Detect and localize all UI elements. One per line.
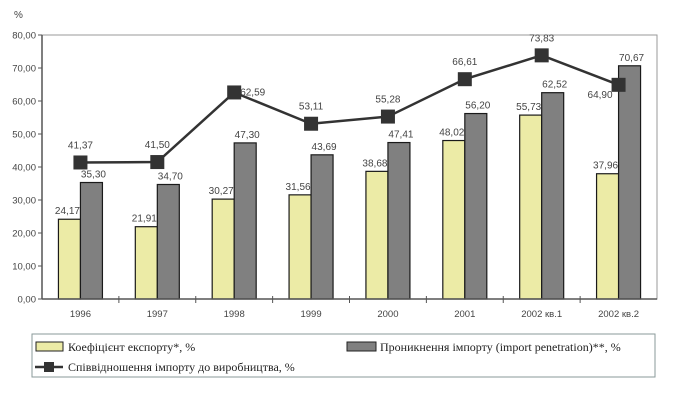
data-label-import-penetration: 47,30 [235, 130, 260, 141]
data-label-import-production-ratio: 41,50 [145, 140, 170, 151]
y-axis: 0,00 10,00 20,00 30,00 40,00 50,00 60,00 70,00 8… [12, 31, 42, 306]
bar-import-penetration [310, 154, 334, 300]
line-marker [304, 116, 319, 131]
bar-export [211, 198, 235, 300]
data-label-import-penetration: 70,67 [619, 53, 644, 64]
legend-swatch-import-penetration [346, 341, 377, 352]
data-label-export: 31,56 [286, 182, 311, 193]
x-tick-label: 1996 [70, 309, 91, 320]
line-marker [457, 72, 472, 87]
data-label-export: 30,27 [209, 186, 234, 197]
bar-export [365, 170, 389, 300]
data-label-import-penetration: 35,30 [81, 170, 106, 181]
x-tick-label: 1999 [300, 309, 321, 320]
y-tick-label: 0,00 [18, 295, 37, 306]
bar-import-penetration [541, 92, 565, 300]
data-label-import-penetration: 62,52 [542, 80, 567, 91]
data-label-export: 48,02 [439, 128, 464, 139]
line-import-production-ratio [80, 54, 620, 164]
bar-export [288, 194, 312, 300]
data-label-import-production-ratio: 66,61 [452, 57, 477, 68]
legend-label-export: Коефіцієнт експорту*, % [68, 340, 195, 354]
legend-label-import-penetration: Проникнення імпорту (import penetration)… [380, 340, 621, 354]
bar-export [57, 218, 82, 300]
x-tick-label: 1998 [224, 309, 245, 320]
line-marker [534, 48, 549, 63]
line-marker [227, 85, 242, 100]
data-label-import-production-ratio: 62,59 [240, 87, 265, 98]
data-label-import-production-ratio: 53,11 [299, 102, 324, 113]
data-label-import-production-ratio: 64,90 [588, 90, 613, 101]
legend-box [31, 333, 656, 378]
x-tick-label: 1997 [147, 309, 168, 320]
legend-swatch-export [35, 341, 64, 352]
line-marker [150, 155, 165, 170]
bar-import-penetration [387, 141, 411, 300]
bars [57, 65, 642, 300]
legend: Коефіцієнт експорту*, % Проникнення імпо… [31, 333, 656, 378]
data-label-export: 38,68 [362, 158, 387, 169]
plot-area [41, 34, 658, 300]
data-label-import-production-ratio: 55,28 [375, 95, 400, 106]
y-tick-label: 10,00 [12, 262, 36, 273]
x-tick-label: 2002 кв.1 [521, 309, 562, 320]
bar-export [134, 226, 158, 300]
data-label-import-production-ratio: 41,37 [68, 140, 93, 151]
data-label-export: 24,17 [55, 206, 80, 217]
legend-label-import-production-ratio: Співвідношення імпорту до виробництва, % [68, 360, 295, 374]
data-label-export: 55,73 [516, 102, 541, 113]
data-label-import-production-ratio: 73,83 [529, 33, 554, 44]
line-marker [380, 109, 395, 124]
y-tick-label: 80,00 [12, 31, 36, 42]
x-tick-label: 2000 [377, 309, 398, 320]
data-label-import-penetration: 43,69 [312, 142, 337, 153]
line-marker [73, 155, 88, 170]
line-series [73, 48, 626, 170]
bar-export [519, 114, 543, 300]
data-label-import-penetration: 47,41 [388, 130, 413, 141]
bar-import-penetration [233, 142, 257, 300]
y-tick-label: 30,00 [12, 196, 36, 207]
y-tick-label: 50,00 [12, 130, 36, 141]
line-marker [611, 77, 626, 92]
bar-import-penetration [617, 65, 642, 300]
y-tick-label: 70,00 [12, 64, 36, 75]
bar-import-penetration [79, 181, 104, 300]
x-tick-label: 2002 кв.2 [598, 309, 639, 320]
y-tick-label: 20,00 [12, 229, 36, 240]
y-axis-unit-label: % [14, 10, 23, 21]
data-label-export: 21,91 [132, 214, 157, 225]
y-tick-label: 40,00 [12, 163, 36, 174]
value-labels: 24,17 35,30 21,91 34,70 30,27 47,30 31,56 43,69… [55, 33, 645, 224]
y-tick-label: 60,00 [12, 97, 36, 108]
legend-marker-symbol [44, 362, 54, 372]
x-tick-label: 2001 [454, 309, 475, 320]
data-label-import-penetration: 34,70 [158, 171, 183, 182]
bar-import-penetration [156, 183, 180, 300]
data-label-export: 37,96 [593, 161, 618, 172]
bar-export [442, 139, 466, 300]
bar-export [595, 173, 620, 300]
bar-import-penetration [464, 112, 488, 300]
data-label-import-penetration: 56,20 [465, 101, 490, 112]
